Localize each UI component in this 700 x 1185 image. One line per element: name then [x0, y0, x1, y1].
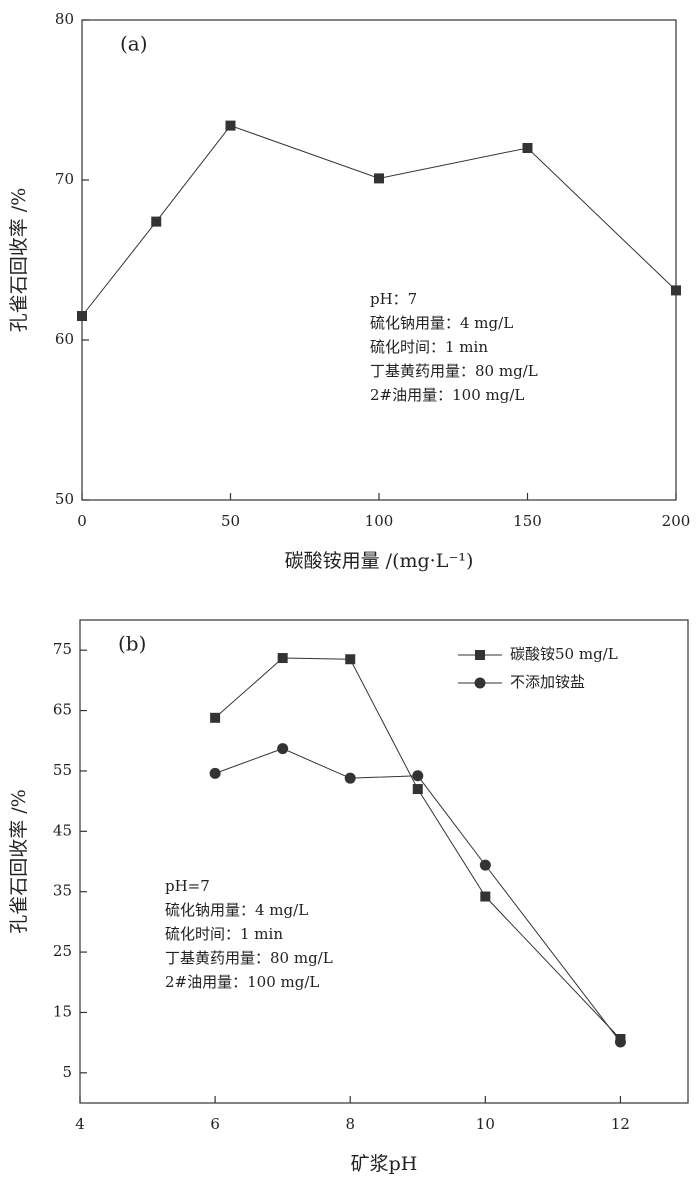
marker	[210, 712, 221, 723]
marker	[671, 285, 681, 296]
y-tick-label: 75	[53, 640, 72, 658]
plot-frame	[81, 19, 677, 501]
series-line	[214, 657, 621, 1040]
marker	[225, 120, 236, 131]
y-tick-label: 70	[55, 170, 74, 188]
marker	[412, 784, 423, 795]
marker	[209, 767, 221, 779]
annotation: 硫化时间：1 min	[370, 338, 488, 356]
y-tick-label: 25	[53, 942, 72, 960]
y-axis-title: 孔雀石回收率 /%	[8, 188, 30, 333]
y-tick-label: 50	[55, 490, 74, 508]
x-tick-label: 150	[513, 512, 542, 530]
x-axis-title: 碳酸铵用量 /(mg·L⁻¹)	[285, 550, 474, 572]
x-tick-label: 200	[662, 512, 691, 530]
y-tick-label: 55	[53, 761, 72, 779]
marker	[77, 311, 87, 321]
y-tick-label: 60	[55, 330, 74, 348]
annotation: 2#油用量：100 mg/L	[370, 386, 524, 404]
y-axis-title: 孔雀石回收率 /%	[8, 789, 30, 934]
marker	[151, 216, 162, 227]
x-axis-title: 矿浆pH	[351, 1153, 418, 1175]
y-tick-label: 45	[53, 821, 72, 839]
x-tick-label: 12	[611, 1115, 630, 1133]
y-tick-label: 35	[53, 882, 72, 900]
marker	[522, 143, 533, 153]
x-tick-label: 4	[75, 1115, 85, 1133]
annotation: pH=7	[165, 877, 210, 895]
plot-frame	[79, 619, 689, 1104]
x-tick-label: 10	[476, 1115, 495, 1133]
marker	[277, 743, 289, 755]
annotation: 硫化时间：1 min	[165, 925, 283, 943]
y-tick-label: 65	[53, 701, 72, 719]
x-tick-label: 100	[365, 512, 394, 530]
legend-label: 碳酸铵50 mg/L	[510, 645, 618, 663]
x-tick-label: 0	[77, 512, 87, 530]
panel-label: (a)	[120, 32, 148, 56]
annotation: 丁基黄药用量：80 mg/L	[165, 949, 333, 967]
marker	[277, 653, 288, 664]
annotation: 丁基黄药用量：80 mg/L	[370, 362, 538, 380]
series-line	[214, 748, 621, 1043]
panel-label: (b)	[118, 632, 146, 656]
x-tick-label: 50	[221, 512, 240, 530]
legend-marker	[474, 677, 486, 689]
marker	[345, 654, 356, 665]
marker	[412, 770, 424, 782]
x-tick-label: 8	[345, 1115, 355, 1133]
series-line	[81, 125, 677, 317]
marker	[344, 772, 356, 784]
y-tick-label: 80	[55, 10, 74, 28]
x-tick-label: 6	[210, 1115, 220, 1133]
legend-marker	[475, 650, 485, 660]
marker	[374, 173, 384, 184]
annotation: 硫化钠用量：4 mg/L	[165, 901, 308, 919]
marker	[479, 859, 491, 871]
marker	[614, 1036, 626, 1048]
annotation: 硫化钠用量：4 mg/L	[370, 314, 513, 332]
y-tick-label: 5	[62, 1063, 72, 1081]
y-tick-label: 15	[53, 1002, 72, 1020]
marker	[480, 891, 491, 902]
legend-label: 不添加铵盐	[510, 673, 585, 691]
annotation: 2#油用量：100 mg/L	[165, 973, 319, 991]
annotation: pH：7	[370, 290, 417, 308]
